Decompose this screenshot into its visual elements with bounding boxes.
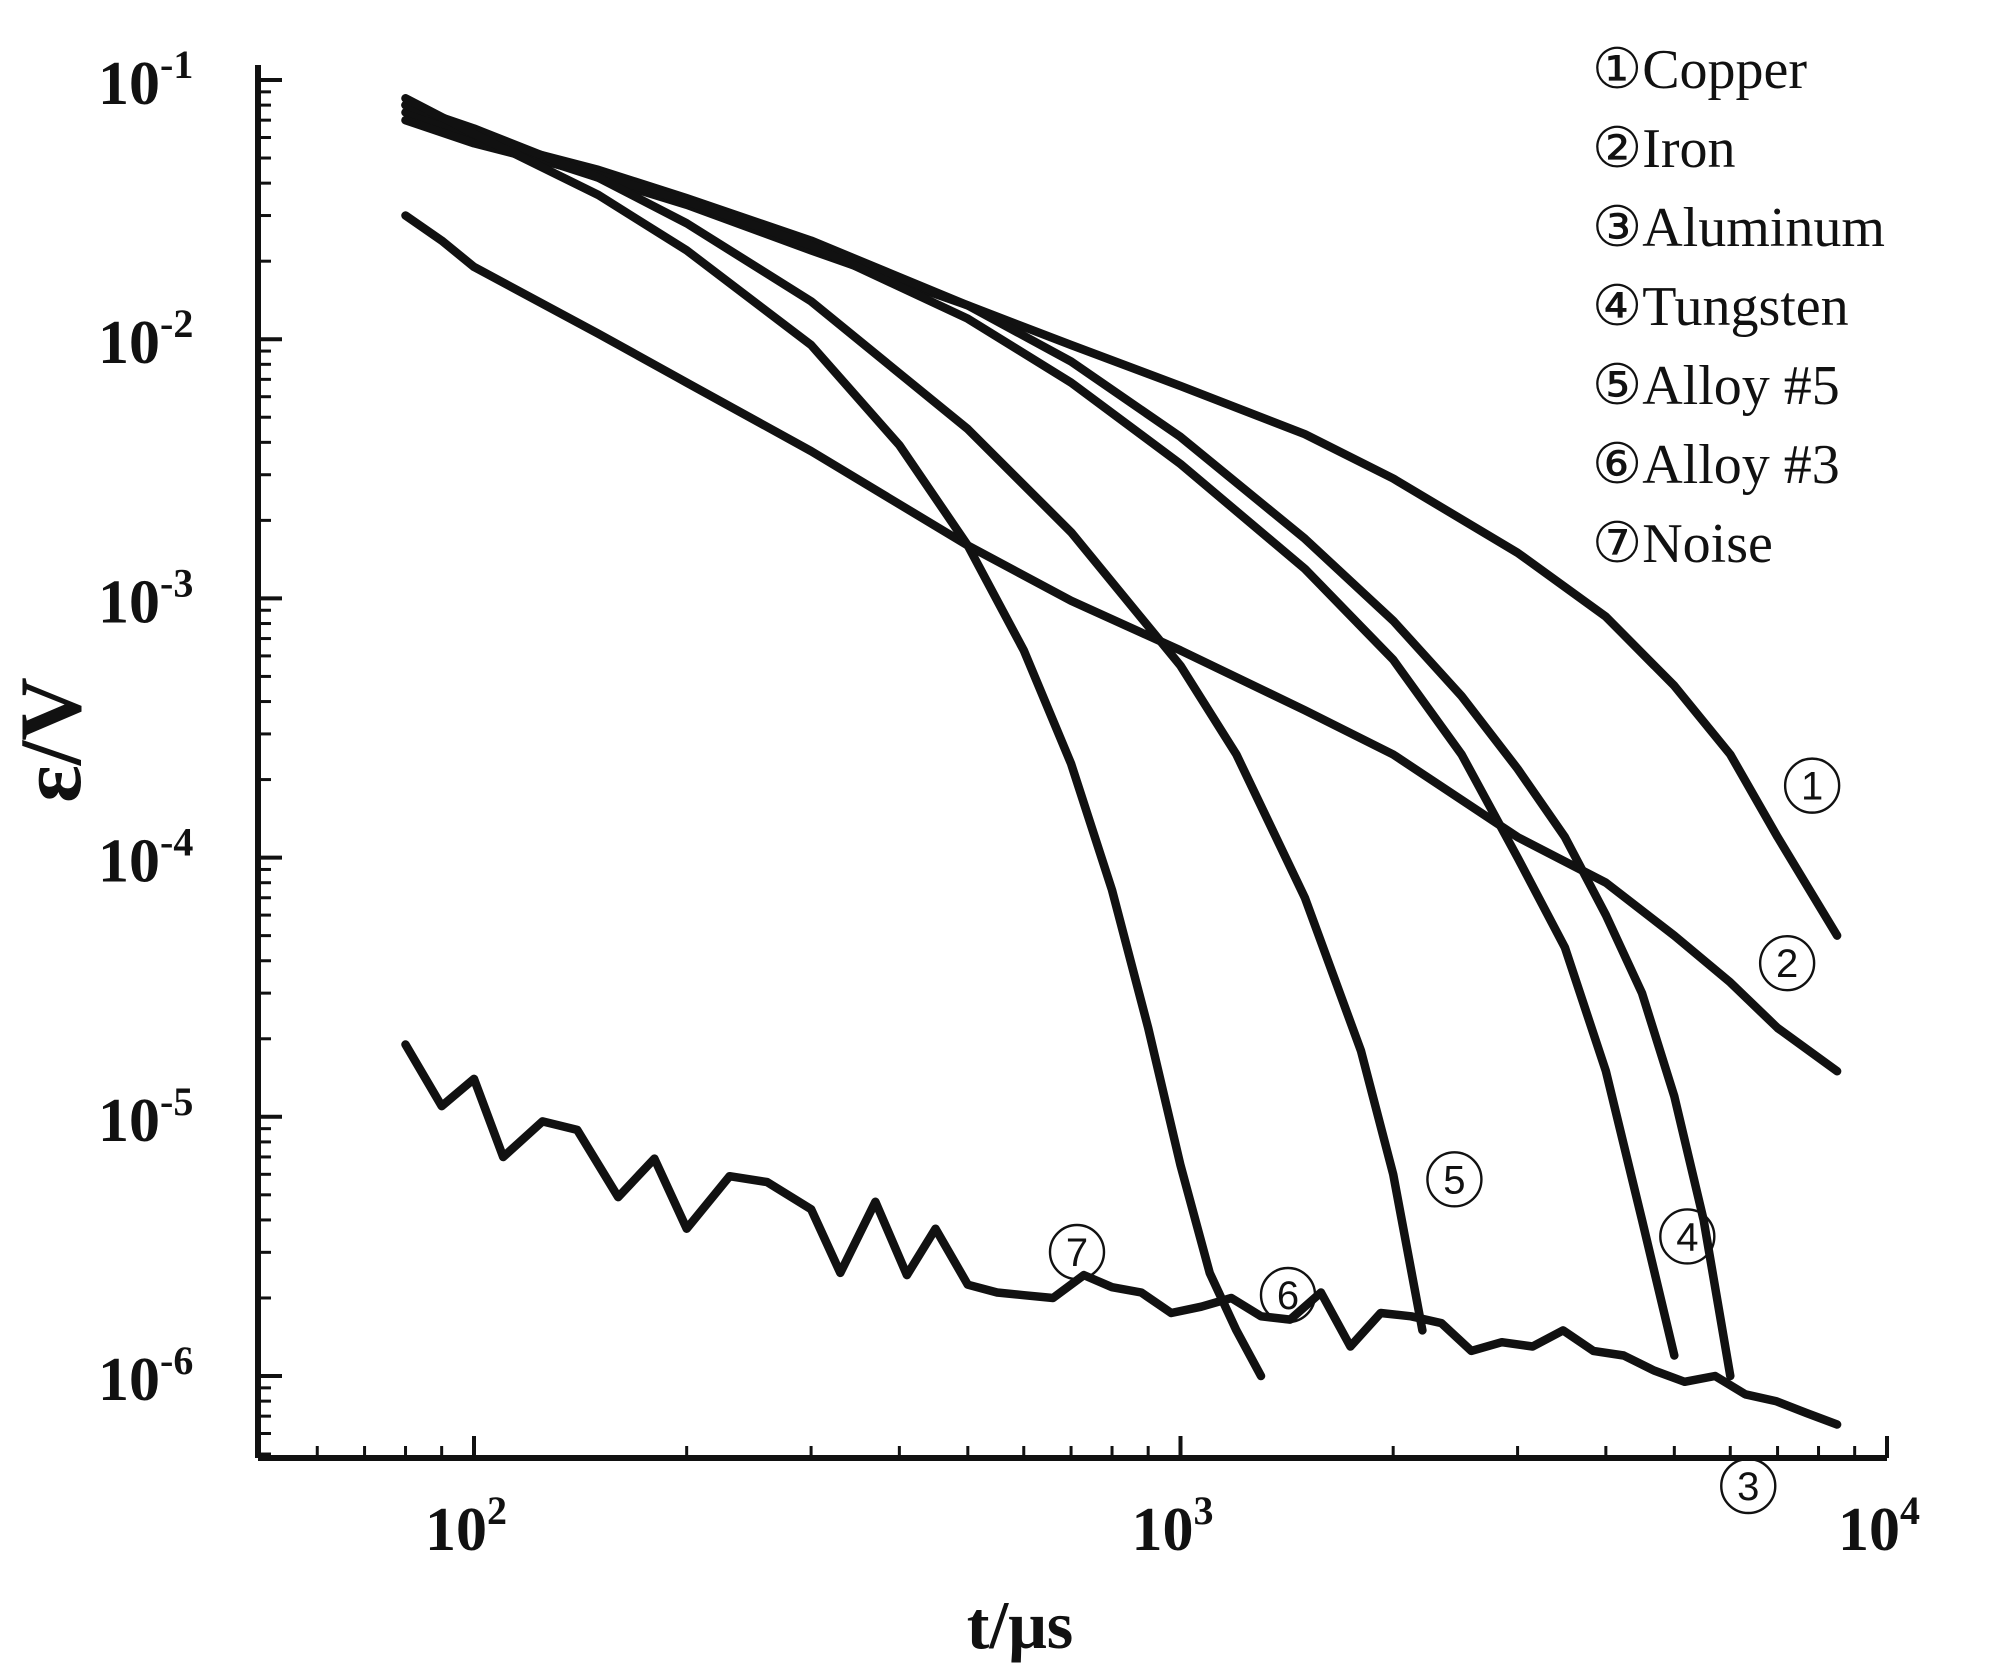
curve-marker-label: 4 bbox=[1676, 1215, 1698, 1259]
x-tick-label: 102 bbox=[425, 1488, 507, 1564]
y-tick-label: 10-5 bbox=[98, 1079, 193, 1155]
curve-marker-label: 1 bbox=[1801, 765, 1823, 809]
y-tick-label: 10-3 bbox=[98, 560, 193, 636]
series-line-3 bbox=[401, 108, 1735, 1381]
series-line-6 bbox=[401, 94, 1266, 1381]
x-axis-title: t/μs bbox=[967, 1587, 1074, 1663]
legend: ①Copper ②Iron ③Aluminum ④Tungsten ⑤Alloy #5 ⑥… bbox=[1592, 39, 1885, 575]
y-axis-title: ε/V bbox=[3, 677, 100, 803]
curve-marker-label: 2 bbox=[1776, 942, 1798, 986]
legend-entry: ⑦Noise bbox=[1592, 513, 1773, 575]
curve-marker-label: 3 bbox=[1737, 1465, 1759, 1509]
y-tick-label: 10-6 bbox=[98, 1338, 193, 1414]
curve-marker-circle bbox=[1720, 1457, 1777, 1515]
curve-marker-circle bbox=[1758, 934, 1816, 992]
legend-entry: ④Tungsten bbox=[1592, 276, 1849, 338]
y-tick-label: 10-4 bbox=[98, 820, 193, 896]
curve-marker-circle bbox=[1659, 1208, 1716, 1265]
x-tick-label: 104 bbox=[1838, 1488, 1920, 1564]
curve-markers: 1 2 3 4 5 6 7 bbox=[1048, 757, 1841, 1515]
legend-entry: ⑥Alloy #3 bbox=[1592, 434, 1840, 496]
curve-marker-circle bbox=[1783, 757, 1841, 814]
series-line-4 bbox=[401, 115, 1679, 1360]
x-axis: 102 103 104 bbox=[315, 1436, 1920, 1564]
series-line-7 bbox=[401, 1040, 1842, 1429]
y-axis: 10-1 10-2 10-3 10-4 10-5 10-6 bbox=[98, 42, 282, 1456]
legend-entry: ①Copper bbox=[1592, 39, 1807, 101]
curve-marker-label: 6 bbox=[1277, 1274, 1299, 1318]
curve-marker-label: 5 bbox=[1443, 1158, 1465, 1202]
curve-marker-circle bbox=[1259, 1266, 1317, 1324]
legend-entry: ⑤Alloy #5 bbox=[1592, 355, 1840, 417]
plot-area bbox=[401, 94, 1842, 1429]
curve-marker-circle bbox=[1426, 1151, 1483, 1208]
x-tick-label: 103 bbox=[1132, 1488, 1214, 1564]
series-line-2 bbox=[401, 211, 1842, 1076]
y-tick-label: 10-2 bbox=[98, 301, 193, 377]
legend-entry: ③Aluminum bbox=[1592, 197, 1885, 259]
curve-marker-circle bbox=[1048, 1223, 1106, 1281]
series-line-5 bbox=[401, 100, 1427, 1335]
legend-entry: ②Iron bbox=[1592, 118, 1736, 180]
y-tick-label: 10-1 bbox=[98, 42, 193, 118]
curve-marker-label: 7 bbox=[1066, 1231, 1088, 1275]
